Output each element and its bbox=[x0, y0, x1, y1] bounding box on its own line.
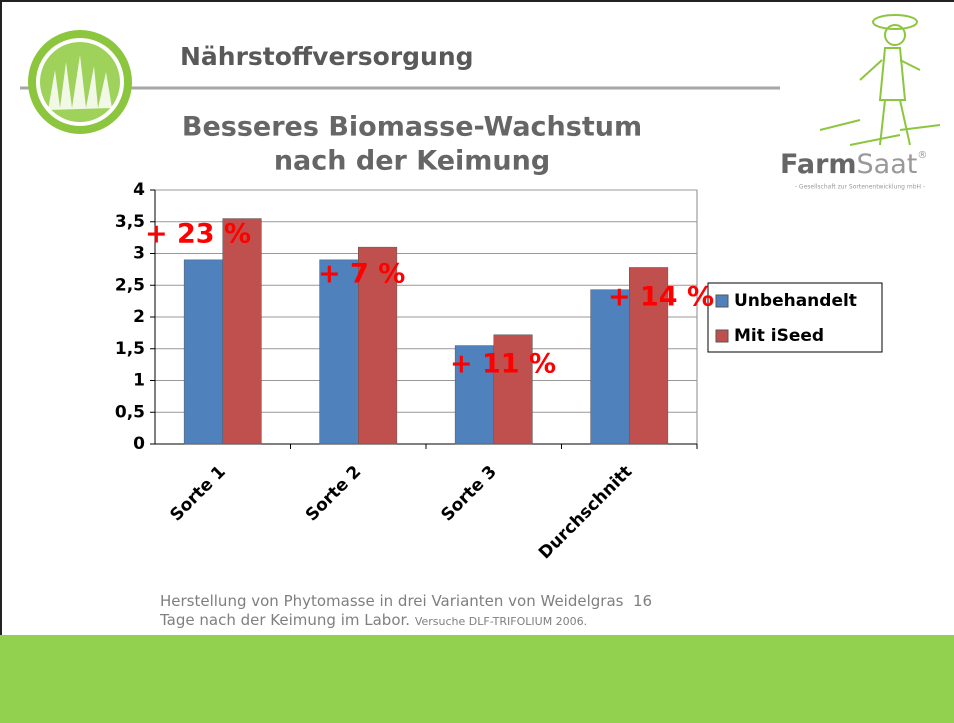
logo-part: Saat bbox=[857, 149, 918, 180]
annotation: + 7 % bbox=[318, 259, 405, 290]
logo-part: Farm bbox=[780, 149, 857, 180]
y-tick-label: 0,5 bbox=[115, 402, 145, 422]
legend-swatch bbox=[716, 330, 728, 342]
y-tick-label: 4 bbox=[133, 180, 145, 200]
source: Versuche DLF-TRIFOLIUM 2006. bbox=[415, 615, 587, 628]
logo: FarmSaat® bbox=[780, 149, 927, 180]
bar bbox=[223, 219, 262, 444]
bar bbox=[591, 290, 630, 444]
y-tick-label: 0 bbox=[133, 434, 145, 454]
y-tick-label: 2,5 bbox=[115, 275, 145, 295]
slide-title: Nährstoffversorgung bbox=[180, 42, 474, 71]
annotation: + 14 % bbox=[608, 282, 714, 313]
farmer-sketch bbox=[820, 15, 940, 145]
y-tick-label: 1 bbox=[133, 371, 145, 391]
footnote: Herstellung von Phytomasse in drei Varia… bbox=[160, 592, 680, 631]
x-tick-label: Sorte 1 bbox=[166, 462, 229, 525]
y-tick-label: 2 bbox=[133, 307, 145, 327]
x-tick-label: Durchschnitt bbox=[535, 462, 636, 563]
footer-bar bbox=[0, 635, 954, 723]
x-tick-label: Sorte 3 bbox=[437, 462, 500, 525]
x-tick-label: Sorte 2 bbox=[302, 462, 365, 525]
logo-tagline: - Gesellschaft zur Sortenentwicklung mbH… bbox=[795, 184, 925, 191]
y-tick-label: 3,5 bbox=[115, 212, 145, 232]
slide-subtitle: nach der Keimung bbox=[274, 146, 550, 177]
annotation: + 11 % bbox=[450, 349, 556, 380]
logo-part: ® bbox=[917, 150, 927, 161]
y-tick-label: 3 bbox=[133, 244, 145, 264]
slide-subtitle: Besseres Biomasse-Wachstum bbox=[182, 112, 642, 143]
legend-label: Unbehandelt bbox=[734, 291, 857, 311]
slide: Nährstoffversorgung Besseres Biomasse-Wa… bbox=[0, 0, 954, 723]
legend-label: Mit iSeed bbox=[734, 326, 824, 346]
annotation: + 23 % bbox=[145, 219, 251, 250]
legend-swatch bbox=[716, 295, 728, 307]
y-tick-label: 1,5 bbox=[115, 339, 145, 359]
bar bbox=[184, 260, 223, 444]
grass-logo bbox=[28, 30, 132, 134]
